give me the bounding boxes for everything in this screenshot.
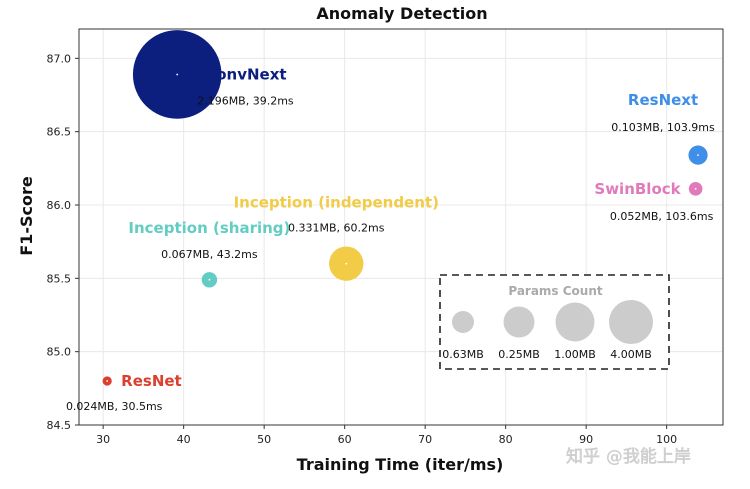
- x-tick-label: 50: [257, 433, 271, 446]
- point-info-label: 2.196MB, 39.2ms: [197, 94, 294, 107]
- watermark: 知乎 @我能上岸: [565, 446, 691, 467]
- y-tick-label: 84.5: [47, 419, 72, 432]
- point-name-label: ResNet: [121, 372, 182, 390]
- point-name-label: Inception (sharing): [128, 219, 290, 237]
- x-tick-label: 70: [418, 433, 432, 446]
- x-tick-label: 30: [96, 433, 110, 446]
- point-name-label: ConvNext: [205, 65, 286, 83]
- point-center-dot: [694, 187, 697, 190]
- y-axis: 84.5 85.0 85.5 86.0 86.5 87.0: [47, 52, 79, 432]
- legend-label: 4.00MB: [610, 348, 652, 361]
- data-points: ConvNext 2.196MB, 39.2ms ResNext 0.103MB, 1…: [66, 30, 715, 413]
- y-tick-label: 87.0: [47, 52, 72, 65]
- point-name-label: ResNext: [628, 91, 698, 109]
- point-center-dot: [208, 278, 211, 281]
- point-center-dot: [176, 73, 179, 76]
- point-info-label: 0.067MB, 43.2ms: [161, 248, 258, 261]
- y-tick-label: 86.5: [47, 126, 72, 139]
- legend-label: 0.25MB: [498, 348, 540, 361]
- x-tick-label: 90: [579, 433, 593, 446]
- legend-swatch: [503, 306, 535, 338]
- legend-swatch: [555, 302, 595, 342]
- point-name-label: Inception (independent): [234, 194, 439, 212]
- x-tick-label: 60: [338, 433, 352, 446]
- legend-title: Params Count: [508, 284, 603, 298]
- x-axis: 30 40 50 60 70 80 90 100: [96, 425, 677, 446]
- y-tick-label: 86.0: [47, 199, 72, 212]
- plot-frame: [78, 28, 724, 426]
- x-tick-label: 40: [177, 433, 191, 446]
- y-tick-label: 85.0: [47, 346, 72, 359]
- legend-swatch: [609, 300, 653, 344]
- x-tick-label: 80: [499, 433, 513, 446]
- point-center-dot: [106, 380, 109, 382]
- point-name-label: SwinBlock: [594, 180, 681, 198]
- y-axis-label: F1-Score: [17, 176, 36, 256]
- point-info-label: 0.331MB, 60.2ms: [288, 222, 385, 235]
- point-info-label: 0.103MB, 103.9ms: [611, 121, 715, 134]
- legend-label: 0.63MB: [442, 348, 484, 361]
- y-tick-label: 85.5: [47, 272, 72, 285]
- x-tick-label: 100: [656, 433, 677, 446]
- legend-swatch: [452, 311, 474, 333]
- point-center-dot: [697, 154, 699, 157]
- x-axis-label: Training Time (iter/ms): [297, 455, 504, 474]
- legend: Params Count 0.63MB 0.25MB 1.00MB 4.00MB: [439, 274, 670, 370]
- point-info-label: 0.024MB, 30.5ms: [66, 400, 163, 413]
- point-info-label: 0.052MB, 103.6ms: [610, 210, 714, 223]
- point-center-dot: [345, 262, 348, 265]
- legend-label: 1.00MB: [554, 348, 596, 361]
- chart-title: Anomaly Detection: [316, 4, 487, 23]
